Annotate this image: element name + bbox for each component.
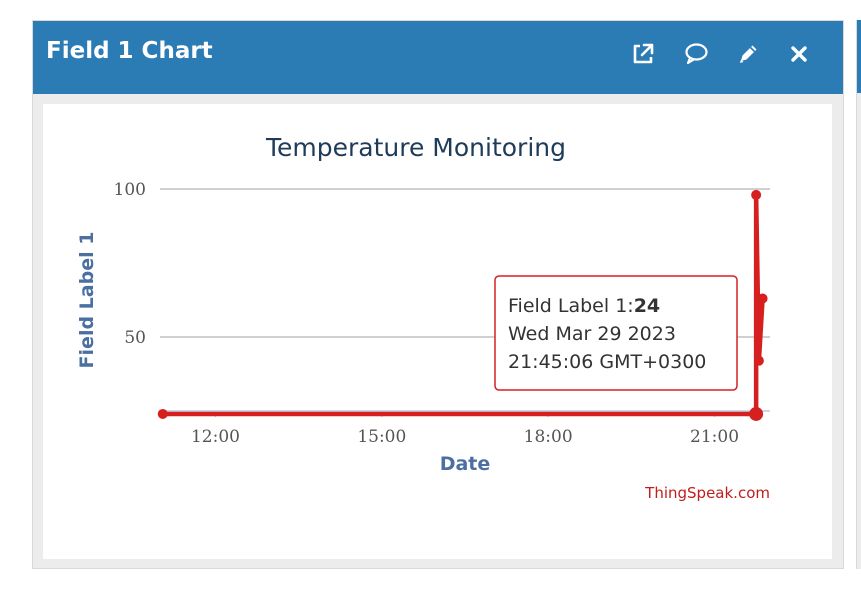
panel-header: Field 1 Chart <box>33 21 843 94</box>
next-panel-header <box>857 20 861 93</box>
pencil-icon[interactable] <box>735 41 761 67</box>
credit-link[interactable]: ThingSpeak.com <box>644 484 770 502</box>
line-chart: Temperature Monitoring 50 100 12:00 15:00 18:… <box>76 133 770 502</box>
x-tick-label: 12:00 <box>191 427 240 447</box>
tooltip-box <box>494 275 738 391</box>
tooltip-time: 21:45:06 GMT+0300 <box>508 351 706 373</box>
chart-panel: Field 1 Chart Temperature Monitoring 50 10… <box>32 20 844 569</box>
tooltip-series-line: Field Label 1:24 <box>508 295 660 317</box>
comment-icon[interactable] <box>683 41 709 67</box>
data-point <box>157 408 168 419</box>
external-link-icon[interactable] <box>630 41 656 67</box>
y-axis-label: Field Label 1 <box>76 232 98 369</box>
panel-title: Field 1 Chart <box>46 38 213 64</box>
x-tick-label: 18:00 <box>524 427 573 447</box>
data-point <box>753 355 764 366</box>
close-icon[interactable] <box>786 41 812 67</box>
y-tick-label: 100 <box>114 180 146 200</box>
data-point <box>751 189 762 200</box>
chart-title: Temperature Monitoring <box>265 133 566 162</box>
y-tick-label: 50 <box>124 328 146 348</box>
x-tick-label: 15:00 <box>357 427 406 447</box>
tooltip-date: Wed Mar 29 2023 <box>508 323 676 345</box>
tooltip-label: Field Label 1: <box>508 295 634 317</box>
next-panel-edge <box>856 20 861 569</box>
data-point <box>757 293 768 304</box>
data-point <box>749 406 764 421</box>
x-tick-label: 21:00 <box>690 427 739 447</box>
x-axis-label: Date <box>440 453 491 475</box>
tooltip-value: 24 <box>634 295 660 317</box>
chart-area: Temperature Monitoring 50 100 12:00 15:00 18:… <box>43 104 832 559</box>
